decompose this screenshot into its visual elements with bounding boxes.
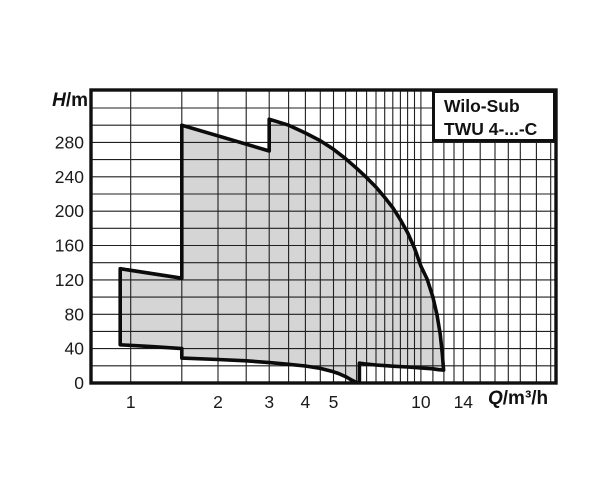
legend-model: TWU 4-...-C	[444, 119, 538, 139]
x-tick-label: 10	[411, 392, 431, 412]
x-axis-label-unit: /m³/h	[502, 388, 549, 409]
y-tick-label: 240	[55, 167, 84, 187]
x-tick-label: 4	[301, 392, 311, 412]
y-tick-label: 200	[55, 201, 84, 221]
chart-legend: Wilo-Sub TWU 4-...-C	[432, 90, 556, 142]
x-tick-label: 3	[264, 392, 274, 412]
plot-border	[89, 88, 558, 385]
x-tick-label: 2	[213, 392, 223, 412]
x-axis-label: Q/m³/h	[488, 388, 560, 410]
x-tick-label: 5	[329, 392, 339, 412]
y-tick-label: 160	[55, 236, 84, 256]
y-tick-label: 0	[74, 373, 84, 393]
y-axis-label: H/m	[36, 90, 88, 112]
operating-range-outline	[118, 117, 446, 385]
y-tick-label: 80	[65, 304, 85, 324]
x-tick-label: 1	[126, 392, 136, 412]
y-axis-label-symbol: H	[52, 90, 66, 111]
y-tick-label: 120	[55, 270, 84, 290]
legend-brand: Wilo-Sub	[444, 96, 520, 116]
x-axis-label-symbol: Q	[488, 388, 503, 409]
y-axis-label-unit: /m	[65, 90, 88, 111]
y-tick-label: 40	[65, 339, 85, 359]
operating-range-fill	[120, 119, 444, 383]
y-tick-label: 280	[55, 132, 84, 152]
x-tick-label: 14	[454, 392, 474, 412]
